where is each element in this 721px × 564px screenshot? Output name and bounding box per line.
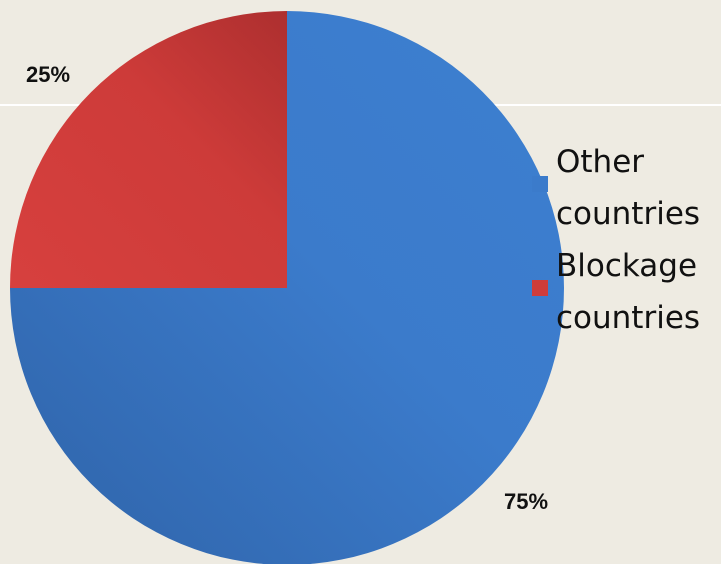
- pie-slice-blockage-countries: [10, 11, 287, 288]
- pie-slice-other-countries: [10, 11, 564, 564]
- legend-label-blockage-countries: Blockage countries: [556, 248, 701, 336]
- legend-label-other-countries: Other countries: [556, 144, 701, 232]
- legend-item-other-countries: Other countries: [532, 136, 721, 240]
- data-label-blockage-countries: 25%: [26, 62, 70, 87]
- legend-swatch-blockage-countries: [532, 280, 548, 296]
- legend-item-blockage-countries: Blockage countries: [532, 240, 721, 344]
- data-label-other-countries: 75%: [504, 489, 548, 514]
- legend-swatch-other-countries: [532, 176, 548, 192]
- pie-slices: [10, 11, 564, 564]
- legend: Other countries Blockage countries: [532, 136, 721, 344]
